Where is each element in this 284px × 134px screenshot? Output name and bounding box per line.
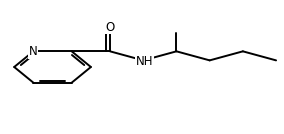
Text: NH: NH [136,55,153,68]
Text: N: N [29,45,38,58]
Text: O: O [105,21,115,34]
